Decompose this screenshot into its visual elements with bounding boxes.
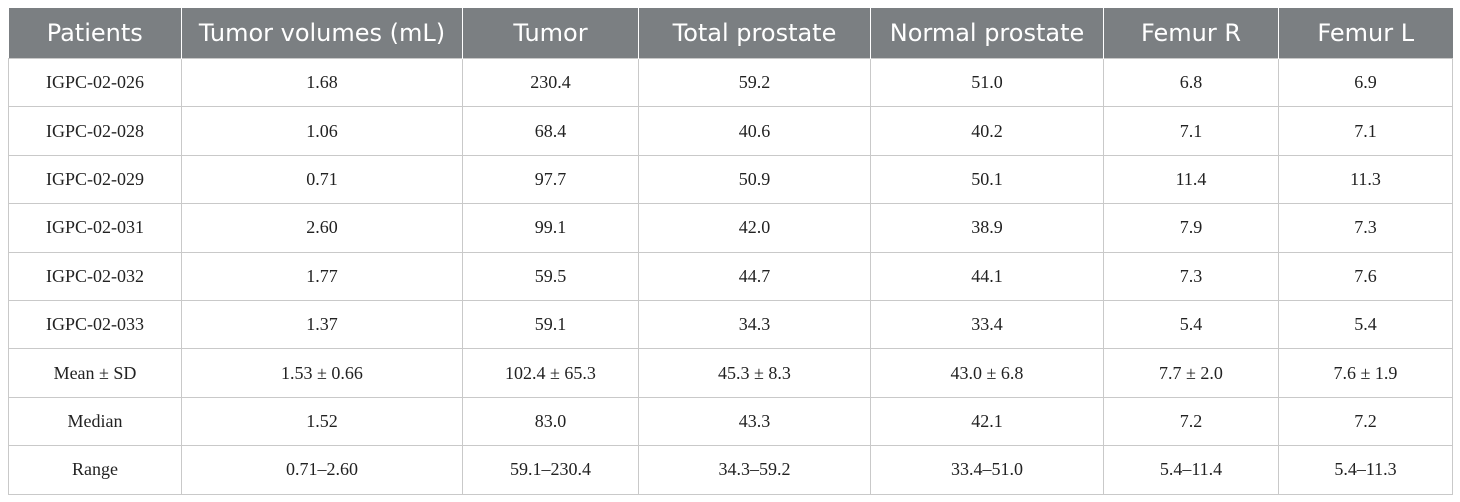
cell-tumor: 59.1–230.4	[462, 445, 639, 495]
cell-tumor-volume: 1.37	[181, 299, 463, 350]
table-row: IGPC-02-031 2.60 99.1 42.0 38.9 7.9 7.3	[8, 203, 1453, 253]
cell-patient: IGPC-02-033	[8, 299, 182, 350]
cell-femur-l: 7.6 ± 1.9	[1278, 348, 1453, 398]
cell-tumor: 97.7	[462, 154, 639, 205]
cell-tumor-volume: 1.52	[181, 396, 463, 447]
cell-tumor: 68.4	[462, 106, 639, 156]
cell-tumor: 83.0	[462, 396, 639, 447]
cell-tumor: 59.1	[462, 299, 639, 350]
cell-total-prostate: 34.3	[638, 299, 871, 350]
cell-total-prostate: 43.3	[638, 396, 871, 447]
cell-total-prostate: 34.3–59.2	[638, 445, 871, 495]
header-femur-l: Femur L	[1278, 8, 1453, 59]
cell-normal-prostate: 33.4	[870, 299, 1104, 350]
summary-row-range: Range 0.71–2.60 59.1–230.4 34.3–59.2 33.…	[8, 445, 1453, 495]
cell-femur-r: 7.3	[1103, 251, 1279, 301]
patient-volume-table: Patients Tumor volumes (mL) Tumor Total …	[8, 8, 1453, 495]
cell-patient: IGPC-02-029	[8, 154, 182, 205]
cell-tumor: 59.5	[462, 251, 639, 301]
cell-normal-prostate: 51.0	[870, 57, 1104, 108]
cell-normal-prostate: 40.2	[870, 106, 1104, 156]
cell-total-prostate: 50.9	[638, 154, 871, 205]
data-table-container: Patients Tumor volumes (mL) Tumor Total …	[8, 8, 1453, 495]
cell-normal-prostate: 50.1	[870, 154, 1104, 205]
header-femur-r: Femur R	[1103, 8, 1279, 59]
cell-tumor-volume: 1.53 ± 0.66	[181, 348, 463, 398]
cell-normal-prostate: 44.1	[870, 251, 1104, 301]
cell-femur-r: 7.2	[1103, 396, 1279, 447]
cell-femur-r: 7.9	[1103, 203, 1279, 253]
cell-tumor: 99.1	[462, 203, 639, 253]
cell-tumor: 102.4 ± 65.3	[462, 348, 639, 398]
cell-tumor: 230.4	[462, 57, 639, 108]
cell-total-prostate: 45.3 ± 8.3	[638, 348, 871, 398]
header-total-prostate: Total prostate	[638, 8, 871, 59]
table-row: IGPC-02-032 1.77 59.5 44.7 44.1 7.3 7.6	[8, 251, 1453, 301]
cell-femur-l: 7.1	[1278, 106, 1453, 156]
cell-patient: IGPC-02-028	[8, 106, 182, 156]
cell-femur-r: 6.8	[1103, 57, 1279, 108]
cell-tumor-volume: 1.06	[181, 106, 463, 156]
cell-total-prostate: 59.2	[638, 57, 871, 108]
cell-femur-r: 11.4	[1103, 154, 1279, 205]
cell-total-prostate: 42.0	[638, 203, 871, 253]
cell-normal-prostate: 42.1	[870, 396, 1104, 447]
cell-femur-r: 5.4–11.4	[1103, 445, 1279, 495]
cell-tumor-volume: 1.77	[181, 251, 463, 301]
summary-row-median: Median 1.52 83.0 43.3 42.1 7.2 7.2	[8, 396, 1453, 447]
cell-normal-prostate: 33.4–51.0	[870, 445, 1104, 495]
cell-patient: IGPC-02-031	[8, 203, 182, 253]
summary-row-mean: Mean ± SD 1.53 ± 0.66 102.4 ± 65.3 45.3 …	[8, 348, 1453, 398]
header-tumor-volumes: Tumor volumes (mL)	[181, 8, 463, 59]
cell-tumor-volume: 0.71–2.60	[181, 445, 463, 495]
cell-normal-prostate: 43.0 ± 6.8	[870, 348, 1104, 398]
cell-femur-l: 5.4	[1278, 299, 1453, 350]
table-row: IGPC-02-028 1.06 68.4 40.6 40.2 7.1 7.1	[8, 106, 1453, 156]
cell-total-prostate: 44.7	[638, 251, 871, 301]
cell-femur-l: 7.2	[1278, 396, 1453, 447]
cell-patient: IGPC-02-032	[8, 251, 182, 301]
cell-tumor-volume: 1.68	[181, 57, 463, 108]
cell-femur-r: 7.7 ± 2.0	[1103, 348, 1279, 398]
cell-tumor-volume: 0.71	[181, 154, 463, 205]
cell-patient: Mean ± SD	[8, 348, 182, 398]
table-row: IGPC-02-033 1.37 59.1 34.3 33.4 5.4 5.4	[8, 299, 1453, 350]
cell-patient: Median	[8, 396, 182, 447]
header-patients: Patients	[8, 8, 182, 59]
cell-total-prostate: 40.6	[638, 106, 871, 156]
cell-femur-l: 5.4–11.3	[1278, 445, 1453, 495]
cell-femur-l: 11.3	[1278, 154, 1453, 205]
cell-femur-l: 7.6	[1278, 251, 1453, 301]
header-normal-prostate: Normal prostate	[870, 8, 1104, 59]
cell-tumor-volume: 2.60	[181, 203, 463, 253]
cell-femur-l: 7.3	[1278, 203, 1453, 253]
cell-patient: Range	[8, 445, 182, 495]
header-tumor: Tumor	[462, 8, 639, 59]
cell-femur-r: 7.1	[1103, 106, 1279, 156]
cell-patient: IGPC-02-026	[8, 57, 182, 108]
table-row: IGPC-02-029 0.71 97.7 50.9 50.1 11.4 11.…	[8, 154, 1453, 205]
cell-femur-l: 6.9	[1278, 57, 1453, 108]
header-row: Patients Tumor volumes (mL) Tumor Total …	[8, 8, 1453, 59]
cell-normal-prostate: 38.9	[870, 203, 1104, 253]
cell-femur-r: 5.4	[1103, 299, 1279, 350]
table-row: IGPC-02-026 1.68 230.4 59.2 51.0 6.8 6.9	[8, 57, 1453, 108]
